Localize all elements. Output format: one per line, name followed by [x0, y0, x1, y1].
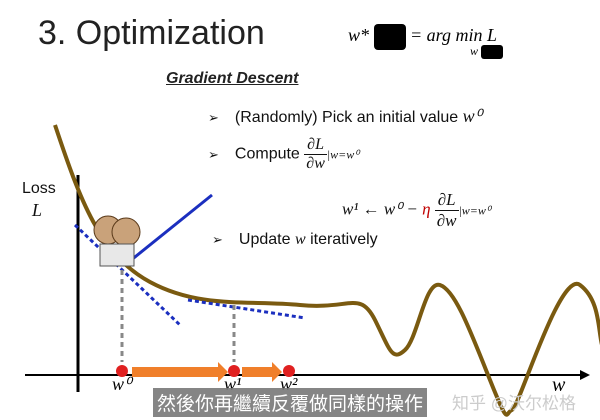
slide-title: 3. Optimization [38, 14, 265, 52]
objective-formula: w* = arg min L [348, 24, 497, 50]
video-subtitle: 然後你再繼續反覆做同樣的操作 [153, 388, 428, 417]
bullet-text: Compute [234, 145, 305, 163]
eval-at: |w=w⁰ [326, 147, 360, 162]
x-axis-arrow-icon [580, 370, 590, 380]
bullet-math: w [294, 231, 306, 248]
x-axis-label: w [552, 374, 566, 396]
gradient-direction-line [124, 193, 213, 267]
bullet-arrow-icon: ➢ [208, 146, 219, 162]
bullet-2: ➢ Compute ∂L ∂w |w=w⁰ [208, 136, 359, 173]
step-arrow-2 [242, 362, 282, 382]
update-rule: w¹ ← w⁰ − η ∂L ∂w |w=w⁰ [342, 190, 491, 231]
eval-at: |w=w⁰ [458, 203, 491, 218]
formula-lhs: w* [348, 25, 370, 46]
bullet-math: w⁰ [462, 106, 482, 126]
denominator: ∂w [306, 155, 325, 172]
derivative: ∂L ∂w [304, 136, 327, 173]
point-w2 [283, 365, 295, 377]
bullet-text: (Randomly) Pick an initial value [234, 109, 463, 126]
tangent-line-w0 [73, 223, 182, 327]
point-w1 [228, 365, 240, 377]
bullet-text: Update [238, 231, 295, 248]
y-axis-symbol: L [32, 200, 43, 220]
y-axis-label: Loss [22, 180, 56, 197]
formula-sub: w [470, 44, 504, 60]
numerator: ∂L [304, 136, 327, 155]
tangent-line-w1 [187, 298, 306, 320]
derivative: ∂L ∂w [434, 190, 459, 231]
loss-curve [53, 124, 600, 417]
cartoon-characters-icon [93, 215, 141, 267]
redaction-box-small [481, 45, 504, 60]
formula-rhs: = arg min L [410, 25, 498, 46]
bullet-3: ➢ Update w iteratively [212, 231, 378, 249]
redaction-box [373, 24, 406, 50]
bullet-text-after: iteratively [305, 231, 378, 248]
step-arrow-1 [132, 362, 228, 382]
formula-sub-text: w [470, 44, 479, 58]
section-heading: Gradient Descent [166, 70, 299, 87]
eta: η [422, 199, 431, 219]
watermark: 知乎 @沃尔松格 [452, 394, 576, 413]
bullet-1: ➢ (Randomly) Pick an initial value w⁰ [208, 106, 482, 127]
label-w0: w⁰ [112, 374, 132, 394]
bullet-arrow-icon: ➢ [208, 110, 219, 125]
bullet-arrow-icon: ➢ [212, 232, 223, 247]
point-w0 [116, 365, 128, 377]
numerator: ∂L [434, 190, 459, 211]
update-lhs: w¹ ← w⁰ − [342, 199, 423, 219]
denominator: ∂w [436, 211, 457, 230]
